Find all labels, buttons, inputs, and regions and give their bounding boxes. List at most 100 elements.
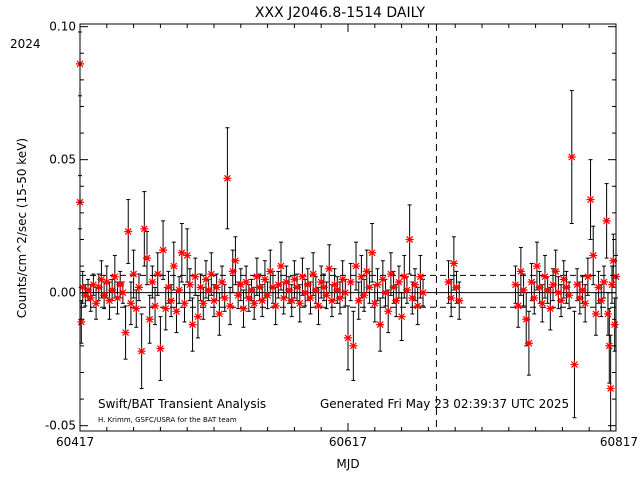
data-point-marker xyxy=(411,280,419,289)
data-point-marker xyxy=(368,248,377,257)
data-point-marker xyxy=(408,293,417,302)
data-point-marker xyxy=(538,299,547,308)
data-point-marker xyxy=(362,267,371,276)
data-point-marker xyxy=(121,328,130,337)
year-label: 2024 xyxy=(10,37,41,51)
data-point-marker xyxy=(263,291,272,300)
data-point-marker xyxy=(554,288,563,297)
x-tick-label: 60817 xyxy=(600,435,638,449)
data-point-marker xyxy=(546,304,555,313)
data-point-marker xyxy=(159,246,168,255)
data-point-marker xyxy=(605,341,614,350)
data-point-marker xyxy=(260,275,269,284)
data-point-marker xyxy=(223,174,232,183)
data-point-marker xyxy=(78,283,87,292)
data-point-marker xyxy=(562,283,571,292)
data-point-marker xyxy=(419,288,428,297)
data-point-marker xyxy=(271,301,280,310)
data-point-marker xyxy=(266,267,275,276)
x-tick-label: 60417 xyxy=(56,435,94,449)
data-point-marker xyxy=(511,280,520,289)
data-point-marker xyxy=(185,280,194,289)
data-point-marker xyxy=(322,291,331,300)
data-point-marker xyxy=(319,283,328,292)
data-point-marker xyxy=(349,341,358,350)
data-point-marker xyxy=(234,291,243,300)
data-point-marker xyxy=(191,272,200,281)
data-point-marker xyxy=(346,278,355,287)
data-point-marker xyxy=(589,251,598,260)
data-point-marker xyxy=(402,286,411,295)
data-point-marker xyxy=(557,296,566,305)
data-point-marker xyxy=(77,317,86,326)
data-point-marker xyxy=(226,301,235,310)
data-point-marker xyxy=(314,301,323,310)
data-point-marker xyxy=(365,283,374,292)
data-point-marker xyxy=(381,288,390,297)
data-point-marker xyxy=(354,296,363,305)
data-point-marker xyxy=(279,293,288,302)
data-point-marker xyxy=(92,299,101,308)
data-point-marker xyxy=(151,301,160,310)
data-point-marker xyxy=(193,312,202,321)
data-point-marker xyxy=(594,283,603,292)
data-point-marker xyxy=(376,320,385,329)
data-point-marker xyxy=(285,286,294,295)
data-point-marker xyxy=(298,272,307,281)
data-point-marker xyxy=(327,296,336,305)
data-point-marker xyxy=(274,280,283,289)
data-point-marker xyxy=(86,293,95,302)
data-point-marker xyxy=(540,272,549,281)
data-point-marker xyxy=(370,299,379,308)
data-point-marker xyxy=(373,280,382,289)
data-point-marker xyxy=(255,283,264,292)
data-point-marker xyxy=(124,227,133,236)
data-point-marker xyxy=(169,262,178,271)
data-point-marker xyxy=(118,288,127,297)
data-point-marker xyxy=(156,344,165,353)
data-point-marker xyxy=(116,280,125,289)
data-point-marker xyxy=(591,309,600,318)
data-point-marker xyxy=(309,270,318,279)
data-point-marker xyxy=(397,312,406,321)
data-point-marker xyxy=(293,283,302,292)
data-point-marker xyxy=(452,283,461,292)
data-point-marker xyxy=(603,309,612,318)
data-point-marker xyxy=(551,267,560,276)
data-point-marker xyxy=(444,278,453,287)
data-point-marker xyxy=(607,280,616,289)
data-point-marker xyxy=(199,299,208,308)
data-point-marker xyxy=(239,304,248,313)
data-point-marker xyxy=(252,272,261,281)
data-point-marker xyxy=(519,286,528,295)
chart-title: XXX J2046.8-1514 DAILY xyxy=(255,5,426,21)
data-point-marker xyxy=(94,283,103,292)
data-point-marker xyxy=(110,272,119,281)
data-point-marker xyxy=(378,275,387,284)
data-point-marker xyxy=(196,283,205,292)
data-point-marker xyxy=(228,267,237,276)
data-point-marker xyxy=(180,299,189,308)
data-point-marker xyxy=(231,256,240,265)
data-point-marker xyxy=(89,280,98,289)
data-point-marker xyxy=(220,293,229,302)
data-point-marker xyxy=(394,278,403,287)
data-point-marker xyxy=(247,286,256,295)
data-point-marker xyxy=(301,288,310,297)
data-point-marker xyxy=(317,278,326,287)
data-point-marker xyxy=(389,283,398,292)
data-point-marker xyxy=(610,320,619,329)
data-point-marker xyxy=(570,360,579,369)
data-point-marker xyxy=(164,283,173,292)
data-point-marker xyxy=(514,301,523,310)
data-point-marker xyxy=(559,275,568,284)
data-point-marker xyxy=(167,296,176,305)
data-point-marker xyxy=(177,248,186,257)
data-point-marker xyxy=(172,307,181,316)
data-point-marker xyxy=(287,296,296,305)
data-point-marker xyxy=(583,272,592,281)
data-point-marker xyxy=(311,286,320,295)
data-point-marker xyxy=(102,278,111,287)
data-point-marker xyxy=(210,296,218,305)
